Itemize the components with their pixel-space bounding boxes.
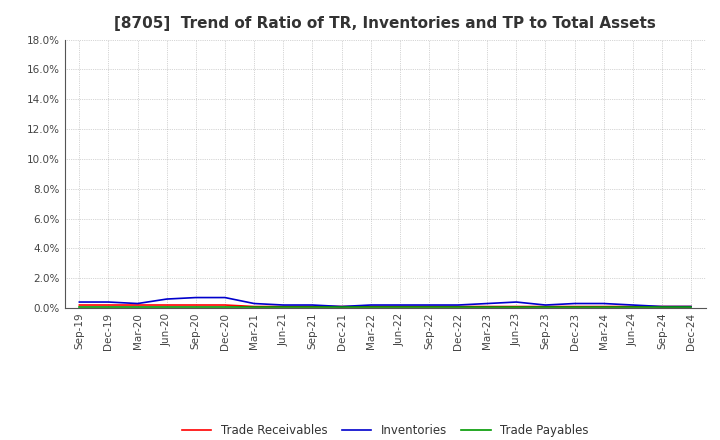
Trade Payables — [657, 304, 666, 310]
Trade Payables — [192, 304, 200, 310]
Inventories — [279, 302, 287, 308]
Inventories — [657, 304, 666, 309]
Inventories — [687, 304, 696, 309]
Trade Payables — [599, 304, 608, 310]
Trade Receivables — [250, 304, 258, 309]
Trade Receivables — [657, 304, 666, 309]
Inventories — [104, 299, 113, 304]
Inventories — [250, 301, 258, 306]
Line: Trade Receivables: Trade Receivables — [79, 305, 691, 307]
Trade Payables — [629, 304, 637, 310]
Trade Payables — [337, 304, 346, 310]
Inventories — [483, 301, 492, 306]
Trade Receivables — [395, 304, 404, 309]
Inventories — [454, 302, 462, 308]
Trade Receivables — [133, 302, 142, 308]
Inventories — [512, 299, 521, 304]
Trade Receivables — [599, 304, 608, 309]
Trade Payables — [570, 304, 579, 310]
Inventories — [425, 302, 433, 308]
Trade Receivables — [75, 302, 84, 308]
Inventories — [541, 302, 550, 308]
Inventories — [163, 297, 171, 302]
Trade Payables — [425, 304, 433, 310]
Trade Receivables — [279, 304, 287, 309]
Inventories — [570, 301, 579, 306]
Trade Receivables — [425, 304, 433, 309]
Trade Payables — [133, 304, 142, 310]
Trade Receivables — [366, 304, 375, 309]
Trade Payables — [454, 304, 462, 310]
Trade Payables — [250, 304, 258, 310]
Trade Payables — [279, 304, 287, 310]
Trade Receivables — [541, 304, 550, 309]
Trade Payables — [395, 304, 404, 310]
Inventories — [192, 295, 200, 300]
Trade Receivables — [483, 304, 492, 309]
Inventories — [220, 295, 229, 300]
Inventories — [629, 302, 637, 308]
Trade Receivables — [192, 302, 200, 308]
Trade Receivables — [512, 304, 521, 309]
Trade Receivables — [687, 304, 696, 309]
Trade Payables — [75, 304, 84, 310]
Trade Payables — [220, 304, 229, 310]
Trade Receivables — [163, 302, 171, 308]
Trade Payables — [308, 304, 317, 310]
Trade Payables — [104, 304, 113, 310]
Trade Receivables — [629, 304, 637, 309]
Trade Receivables — [570, 304, 579, 309]
Trade Receivables — [104, 302, 113, 308]
Trade Payables — [163, 304, 171, 310]
Inventories — [308, 302, 317, 308]
Trade Payables — [483, 304, 492, 310]
Trade Payables — [541, 304, 550, 310]
Trade Payables — [687, 304, 696, 310]
Inventories — [366, 302, 375, 308]
Title: [8705]  Trend of Ratio of TR, Inventories and TP to Total Assets: [8705] Trend of Ratio of TR, Inventories… — [114, 16, 656, 32]
Trade Receivables — [454, 304, 462, 309]
Inventories — [133, 301, 142, 306]
Line: Inventories: Inventories — [79, 297, 691, 307]
Trade Receivables — [337, 304, 346, 309]
Trade Payables — [512, 304, 521, 310]
Inventories — [75, 299, 84, 304]
Trade Payables — [366, 304, 375, 310]
Legend: Trade Receivables, Inventories, Trade Payables: Trade Receivables, Inventories, Trade Pa… — [177, 419, 593, 440]
Inventories — [337, 304, 346, 309]
Trade Receivables — [220, 302, 229, 308]
Inventories — [395, 302, 404, 308]
Inventories — [599, 301, 608, 306]
Trade Receivables — [308, 304, 317, 309]
